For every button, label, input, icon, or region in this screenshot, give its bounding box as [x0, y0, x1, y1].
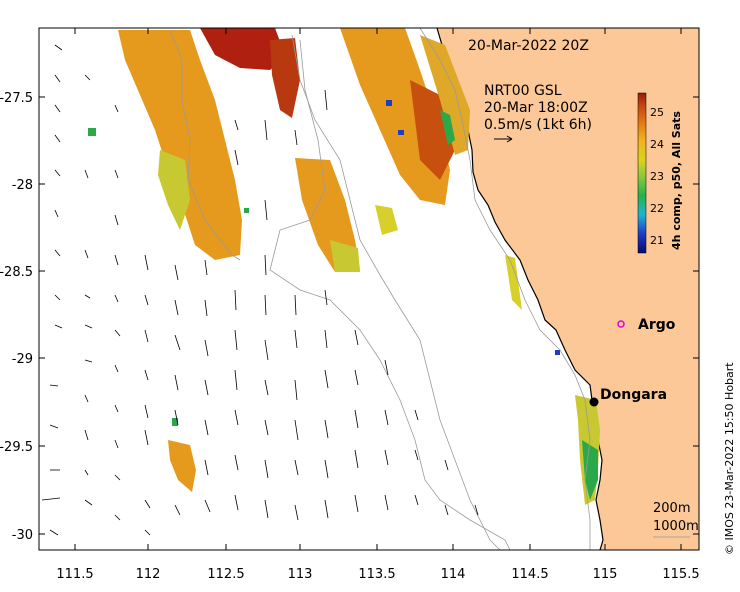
y-axis: -27.5 -28 -28.5 -29 -29.5 -30 [0, 91, 699, 543]
y-tick-label: -28.5 [0, 265, 33, 280]
x-tick-label: 113.5 [358, 567, 395, 582]
y-tick-label: -29.5 [0, 440, 33, 455]
axis-frame [38, 27, 700, 551]
x-tick-label: 114.5 [511, 567, 548, 582]
x-tick-label: 111.5 [56, 567, 93, 582]
isobath-legend: 200m 1000m [653, 501, 699, 538]
place-argo: Argo [617, 317, 676, 333]
x-tick-label: 112.5 [207, 567, 244, 582]
x-tick-label: 115.5 [662, 567, 699, 582]
scale-arrow [494, 135, 513, 143]
x-axis: 111.5 112 112.5 113 113.5 114 114.5 115 … [56, 28, 700, 582]
x-tick-label: 114 [441, 567, 466, 582]
isobath-1000m-label: 1000m [653, 519, 699, 534]
colorbar: 25 24 23 22 21 4h comp, p50, All Sats [637, 92, 683, 254]
land-mass [437, 28, 699, 550]
isobaths [169, 28, 591, 550]
colorbar-title: 4h comp, p50, All Sats [670, 111, 683, 250]
y-tick-label: -27.5 [0, 91, 33, 106]
sst-patches [88, 28, 600, 505]
colorbar-tick: 25 [650, 106, 664, 119]
dongara-marker [589, 397, 599, 407]
x-tick-label: 113 [288, 567, 313, 582]
x-tick-label: 115 [593, 567, 618, 582]
current-vectors [41, 44, 479, 536]
colorbar-tick: 21 [650, 234, 664, 247]
argo-marker [617, 320, 625, 328]
argo-label: Argo [638, 317, 676, 333]
isobath-200m-label: 200m [653, 501, 690, 516]
credit-label: © IMOS 23-Mar-2022 15:50 Hobart [723, 362, 736, 555]
date-label: 20-Mar-2022 20Z [468, 38, 589, 54]
current-source-label: NRT00 GSL [484, 83, 562, 99]
colorbar-tick: 24 [650, 138, 664, 151]
place-dongara: Dongara [589, 387, 667, 407]
y-tick-label: -30 [12, 528, 33, 543]
dongara-label: Dongara [600, 387, 667, 403]
x-tick-label: 112 [136, 567, 161, 582]
colorbar-tick: 22 [650, 202, 664, 215]
y-tick-label: -29 [12, 352, 33, 367]
colorbar-tick: 23 [650, 170, 664, 183]
scale-label: 0.5m/s (1kt 6h) [484, 117, 592, 133]
y-tick-label: -28 [12, 178, 33, 193]
current-time-label: 20-Mar 18:00Z [484, 100, 588, 116]
